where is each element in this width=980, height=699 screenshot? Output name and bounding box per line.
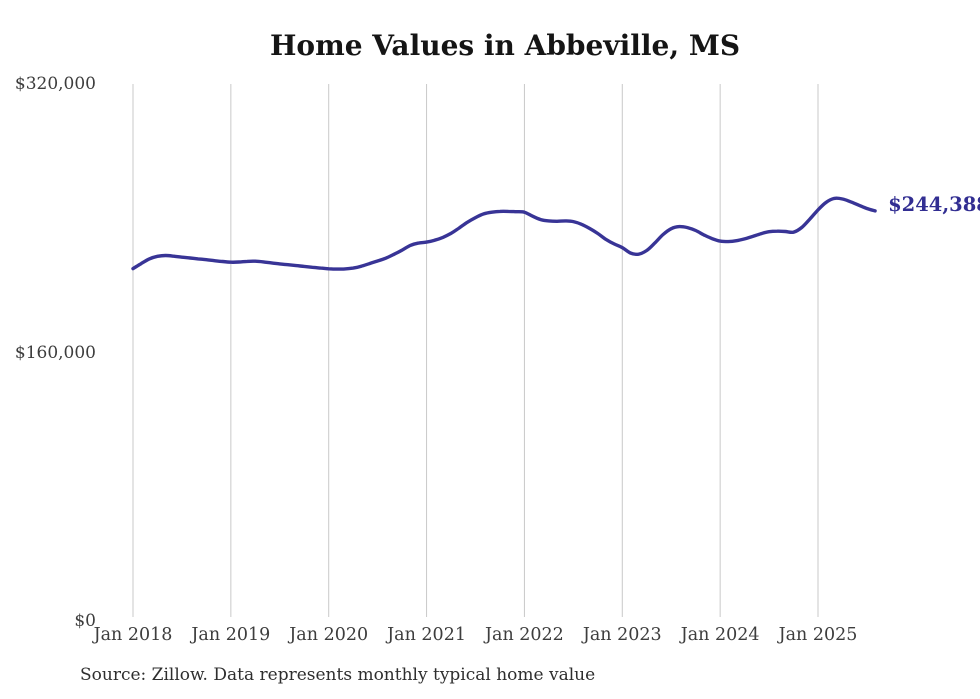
- y-axis-tick-label: $0: [74, 611, 96, 631]
- x-axis-tick-label: Jan 2025: [778, 625, 858, 645]
- x-axis-tick-label: Jan 2023: [582, 625, 662, 645]
- x-axis-tick-label: Jan 2020: [289, 625, 369, 645]
- current-value-label: $244,388: [888, 192, 980, 216]
- x-axis-tick-label: Jan 2019: [191, 625, 271, 645]
- y-axis-tick-label: $160,000: [14, 342, 96, 363]
- x-axis-tick-label: Jan 2018: [93, 625, 173, 645]
- home-value-line: [131, 196, 877, 271]
- x-axis-tick-label: Jan 2021: [387, 625, 466, 645]
- y-axis-tick-label: $320,000: [14, 74, 96, 94]
- source-note: Source: Zillow. Data represents monthly …: [80, 665, 596, 685]
- x-axis-tick-label: Jan 2024: [680, 625, 760, 645]
- x-axis-tick-label: Jan 2022: [485, 625, 564, 645]
- chart-title: Home Values in Abbeville, MS: [269, 29, 741, 62]
